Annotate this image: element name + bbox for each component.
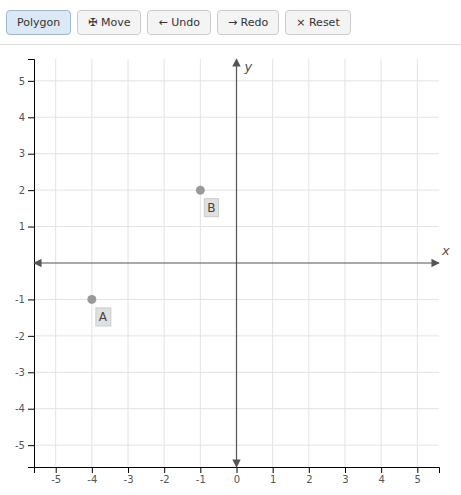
y-tick: -2 <box>15 331 34 342</box>
y-tick: -1 <box>15 294 34 305</box>
toolbar-button[interactable]: × Reset <box>285 10 350 35</box>
x-tick-label: 5 <box>415 474 421 485</box>
y-tick-label: -4 <box>15 403 25 414</box>
grid-line-x <box>236 59 237 467</box>
x-tick-label: 3 <box>342 474 348 485</box>
x-tick: 3 <box>342 467 348 485</box>
x-tick: -2 <box>160 467 170 485</box>
y-axis: -5 -4 -3 -2 -1 1 2 3 4 5 <box>15 60 34 468</box>
toolbar-button[interactable]: ← Undo <box>147 10 210 35</box>
y-tick-label: 4 <box>19 112 25 123</box>
y-tick-mark <box>28 445 34 446</box>
y-tick: 4 <box>19 112 34 123</box>
y-tick: 5 <box>19 76 34 87</box>
point <box>196 186 205 195</box>
y-tick-mark <box>28 372 34 373</box>
x-tick: 0 <box>234 467 240 485</box>
y-tick-mark <box>28 190 34 191</box>
y-tick-label: 1 <box>19 221 25 232</box>
x-tick-mark <box>237 467 238 473</box>
x-tick-mark <box>128 467 129 473</box>
x-tick-mark <box>92 467 93 473</box>
y-tick: 1 <box>19 221 34 232</box>
x-tick-label: -3 <box>124 474 134 485</box>
points <box>87 186 204 304</box>
y-tick-mark <box>28 409 34 410</box>
point-label: B <box>207 201 215 215</box>
y-tick-label: 3 <box>19 148 25 159</box>
grid <box>34 59 439 467</box>
x-tick-mark <box>164 467 165 473</box>
x-tick: -5 <box>51 467 61 485</box>
x-axis: -5 -4 -3 -2 -1 0 1 2 3 4 5 <box>35 467 440 485</box>
x-tick-mark <box>417 467 418 473</box>
x-tick-mark <box>345 467 346 473</box>
x-tick-label: -5 <box>51 474 61 485</box>
point-labels: AB <box>96 199 219 326</box>
x-tick-mark <box>309 467 310 473</box>
x-tick-mark <box>56 467 57 473</box>
y-tick-label: 5 <box>19 76 25 87</box>
y-tick-label: -5 <box>15 440 25 451</box>
point-label: A <box>99 310 108 324</box>
x-tick-mark <box>200 467 201 473</box>
x-tick-mark <box>381 467 382 473</box>
x-tick-label: -4 <box>87 474 97 485</box>
y-tick-label: -2 <box>15 331 25 342</box>
x-tick-label: 4 <box>378 474 384 485</box>
toolbar: Polygon✠ Move← Undo → Redo× Reset <box>0 0 461 45</box>
y-tick-mark <box>28 227 34 228</box>
y-tick-mark <box>28 117 34 118</box>
point-label-box <box>204 199 218 217</box>
x-axis-label: x <box>441 243 450 258</box>
x-tick-mark <box>273 467 274 473</box>
y-tick-mark <box>28 299 34 300</box>
plot: -5-4-3-2-1012345-5-4-3-2-112345ABxy <box>15 59 450 485</box>
x-tick-label: 0 <box>234 474 240 485</box>
chart: -5-4-3-2-1012345-5-4-3-2-112345ABxy <box>0 45 461 495</box>
x-tick-label: -2 <box>160 474 170 485</box>
x-tick-label: 1 <box>270 474 276 485</box>
y-tick: 3 <box>19 148 34 159</box>
y-tick: -5 <box>15 440 34 451</box>
y-axis-domain <box>28 60 35 468</box>
y-tick: -4 <box>15 403 34 414</box>
origin-axes <box>34 59 439 467</box>
y-tick-mark <box>28 336 34 337</box>
y-axis-label: y <box>244 59 253 74</box>
point <box>87 295 96 304</box>
x-tick-label: 2 <box>306 474 312 485</box>
x-tick: 5 <box>415 467 421 485</box>
point-label-group: A <box>96 308 111 326</box>
y-tick-label: 2 <box>19 185 25 196</box>
x-tick: -4 <box>87 467 97 485</box>
point-label-box <box>96 308 111 326</box>
toolbar-button[interactable]: → Redo <box>217 10 279 35</box>
point-label-group: B <box>204 199 218 217</box>
x-tick-label: -1 <box>196 474 206 485</box>
x-axis-domain <box>35 468 440 474</box>
y-tick: -3 <box>15 367 34 378</box>
y-tick: 2 <box>19 185 34 196</box>
x-tick: -3 <box>124 467 134 485</box>
y-tick-label: -1 <box>15 294 25 305</box>
y-tick-mark <box>28 81 34 82</box>
toolbar-button[interactable]: Polygon <box>6 10 71 35</box>
toolbar-button[interactable]: ✠ Move <box>77 10 141 35</box>
x-tick: 2 <box>306 467 312 485</box>
x-tick: -1 <box>196 467 206 485</box>
y-tick-mark <box>28 154 34 155</box>
x-tick: 4 <box>378 467 384 485</box>
y-tick-label: -3 <box>15 367 25 378</box>
x-tick: 1 <box>270 467 276 485</box>
y-axis-line <box>236 59 237 467</box>
